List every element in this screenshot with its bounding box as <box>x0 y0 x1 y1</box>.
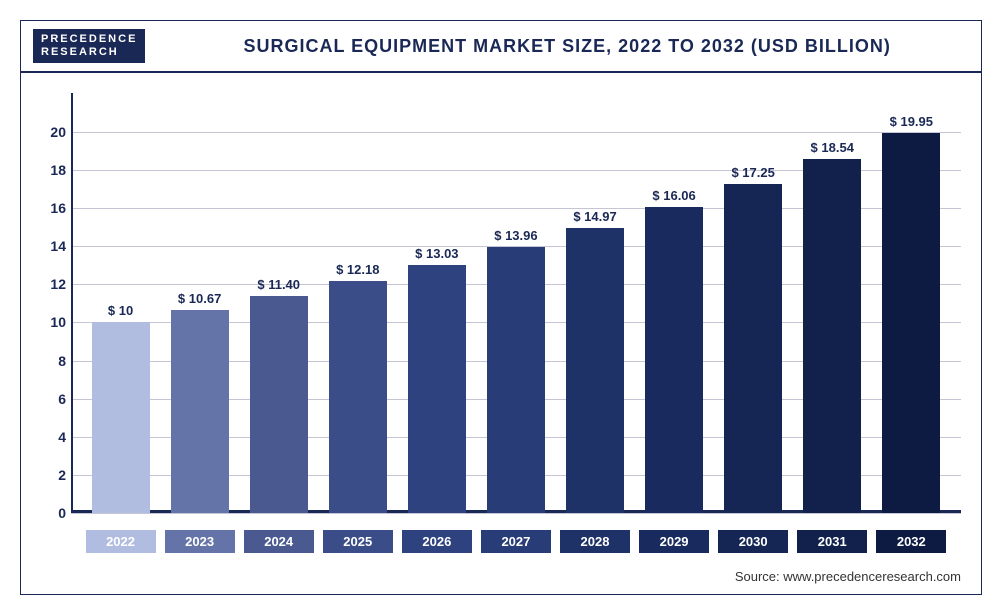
logo: PRECEDENCE RESEARCH <box>33 29 145 63</box>
y-tick: 12 <box>36 276 66 292</box>
x-axis-label: 2026 <box>402 530 472 553</box>
y-tick: 8 <box>36 353 66 369</box>
chart-title: SURGICAL EQUIPMENT MARKET SIZE, 2022 TO … <box>165 36 969 57</box>
bar-group: $ 18.54 <box>797 140 867 513</box>
bar-value-label: $ 14.97 <box>573 209 616 224</box>
bar <box>566 228 624 514</box>
logo-line1: PRECEDENCE <box>41 33 137 46</box>
bar-value-label: $ 12.18 <box>336 262 379 277</box>
x-axis-label: 2027 <box>481 530 551 553</box>
y-tick: 6 <box>36 391 66 407</box>
bar <box>882 133 940 514</box>
bar-value-label: $ 18.54 <box>811 140 854 155</box>
bar-group: $ 13.03 <box>402 246 472 514</box>
y-tick: 0 <box>36 505 66 521</box>
grid-line <box>71 513 961 514</box>
y-tick: 20 <box>36 124 66 140</box>
bar-value-label: $ 16.06 <box>652 188 695 203</box>
y-tick: 2 <box>36 467 66 483</box>
bar <box>487 247 545 514</box>
chart-container: PRECEDENCE RESEARCH SURGICAL EQUIPMENT M… <box>20 20 982 595</box>
bar-value-label: $ 17.25 <box>731 165 774 180</box>
x-axis-label: 2029 <box>639 530 709 553</box>
y-axis-line <box>71 93 73 513</box>
bar <box>645 207 703 514</box>
y-tick: 10 <box>36 314 66 330</box>
bar-group: $ 12.18 <box>323 262 393 514</box>
bar-group: $ 14.97 <box>560 209 630 514</box>
x-axis-label: 2032 <box>876 530 946 553</box>
bar <box>408 265 466 514</box>
x-axis-labels: 2022 2023 2024 2025 2026 2027 2028 2029 2030 2031… <box>81 530 951 553</box>
y-tick: 14 <box>36 238 66 254</box>
bar <box>250 296 308 514</box>
bar <box>171 310 229 514</box>
bar-value-label: $ 10.67 <box>178 291 221 306</box>
x-axis-label: 2022 <box>86 530 156 553</box>
bar-group: $ 19.95 <box>876 114 946 514</box>
bar <box>329 281 387 514</box>
bar-group: $ 17.25 <box>718 165 788 513</box>
bar-value-label: $ 13.96 <box>494 228 537 243</box>
bar-value-label: $ 10 <box>108 303 133 318</box>
y-axis: 02468101214161820 <box>36 93 66 513</box>
bar <box>92 322 150 513</box>
y-tick: 18 <box>36 162 66 178</box>
plot-area: 02468101214161820 $ 10$ 10.67$ 11.40$ 12… <box>71 93 961 553</box>
x-axis-label: 2031 <box>797 530 867 553</box>
bar-group: $ 13.96 <box>481 228 551 514</box>
source-text: Source: www.precedenceresearch.com <box>21 563 981 594</box>
bar <box>803 159 861 513</box>
x-axis-label: 2025 <box>323 530 393 553</box>
bar-value-label: $ 11.40 <box>257 277 300 292</box>
x-axis-label: 2030 <box>718 530 788 553</box>
bar-group: $ 10 <box>86 303 156 513</box>
chart-header: PRECEDENCE RESEARCH SURGICAL EQUIPMENT M… <box>21 21 981 73</box>
bar-value-label: $ 13.03 <box>415 246 458 261</box>
logo-line2: RESEARCH <box>41 46 137 59</box>
bar-group: $ 10.67 <box>165 291 235 514</box>
x-axis-label: 2023 <box>165 530 235 553</box>
y-tick: 16 <box>36 200 66 216</box>
y-tick: 4 <box>36 429 66 445</box>
x-axis-label: 2024 <box>244 530 314 553</box>
bars-area: $ 10 $ 10.67 $ 11.40 $ 12.18 $ 13.03 $ 13.96 $… <box>81 93 951 513</box>
x-axis-label: 2028 <box>560 530 630 553</box>
bar <box>724 184 782 513</box>
bar-group: $ 16.06 <box>639 188 709 514</box>
bar-group: $ 11.40 <box>244 277 314 514</box>
bar-value-label: $ 19.95 <box>890 114 933 129</box>
